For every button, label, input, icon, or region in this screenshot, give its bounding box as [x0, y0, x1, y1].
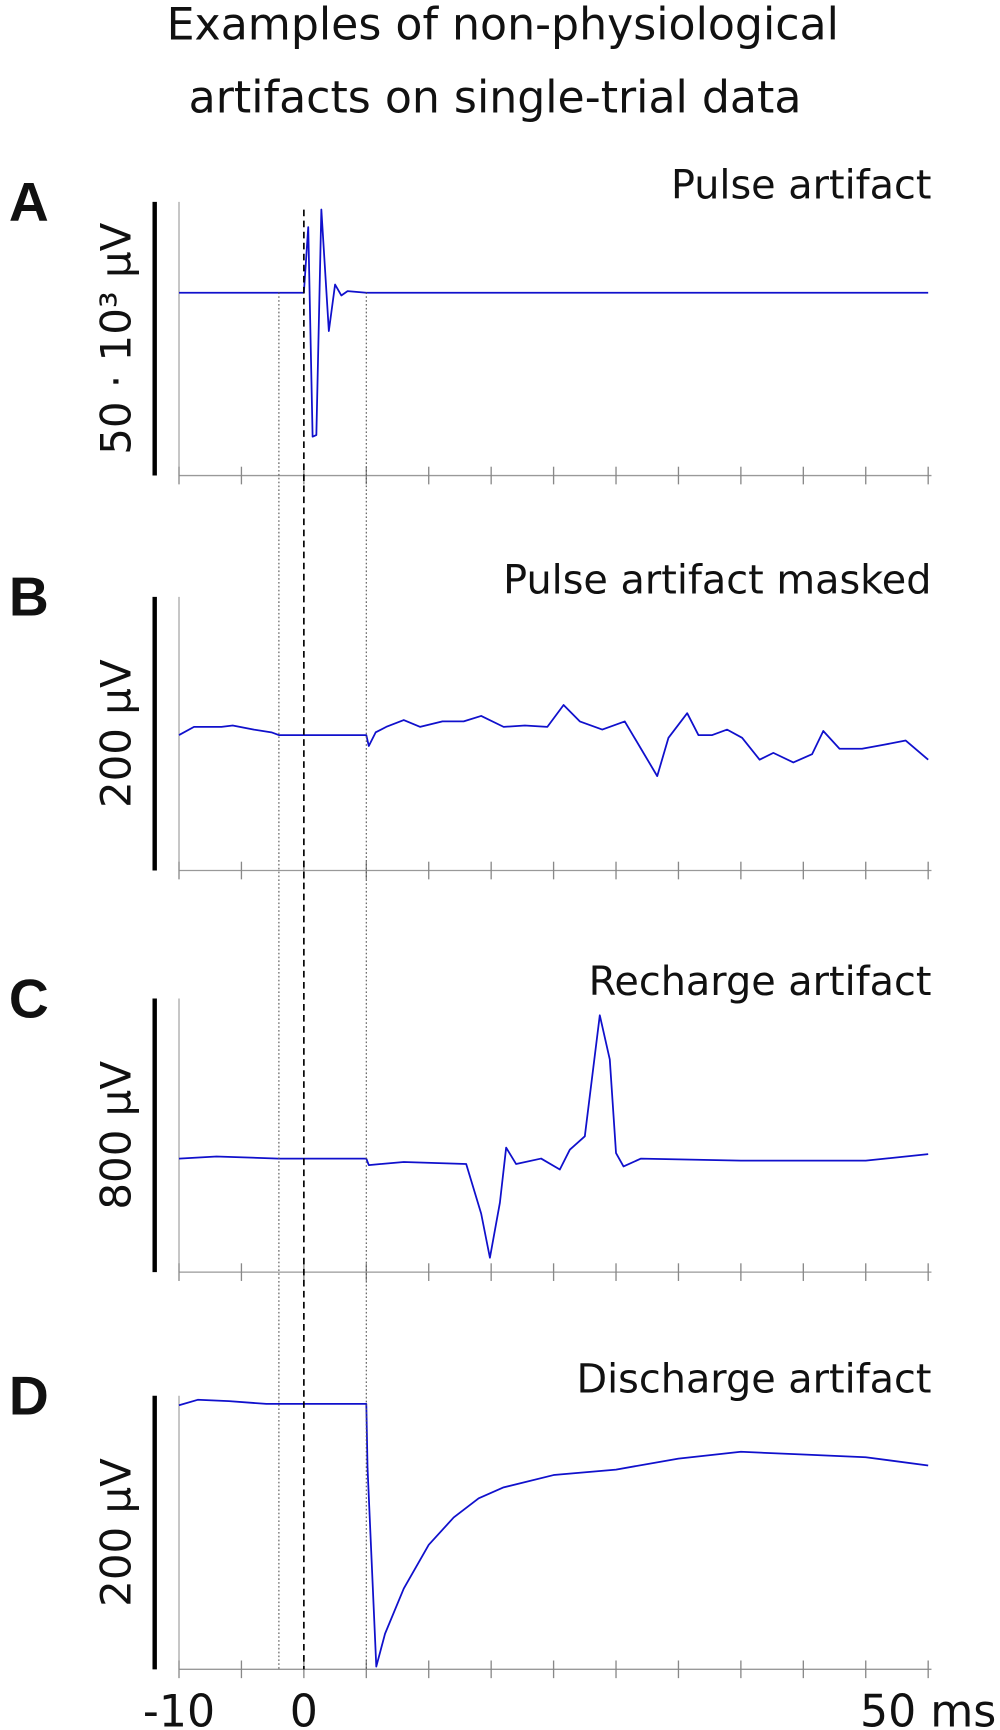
scale-bar-label: 200 µV — [91, 1458, 140, 1607]
x-tick-label: 0 — [290, 1687, 318, 1730]
signal-line — [178, 1398, 929, 1668]
panel-letter: D — [9, 1364, 49, 1426]
panel-title: Discharge artifact — [577, 1356, 932, 1402]
figure-title: artifacts on single-trial data — [189, 73, 802, 124]
scale-bar-label: 800 µV — [91, 1061, 140, 1210]
signal-line — [178, 1014, 929, 1259]
signal-line — [178, 704, 929, 777]
panel-title: Pulse artifact — [671, 163, 932, 209]
panel-letter: B — [9, 566, 49, 628]
x-tick-label: 50 ms — [860, 1687, 996, 1730]
scale-bar-label: 50 · 10³ µV — [91, 222, 140, 454]
panel-letter: A — [9, 171, 49, 233]
panel-letter: C — [9, 967, 49, 1029]
signal-line — [179, 208, 929, 438]
panel-title: Recharge artifact — [589, 959, 932, 1005]
x-tick-label: -10 — [143, 1687, 215, 1730]
figure-title: Examples of non-physiological — [167, 0, 839, 51]
scale-bar-label: 200 µV — [91, 659, 140, 808]
panel-title: Pulse artifact masked — [503, 558, 931, 604]
